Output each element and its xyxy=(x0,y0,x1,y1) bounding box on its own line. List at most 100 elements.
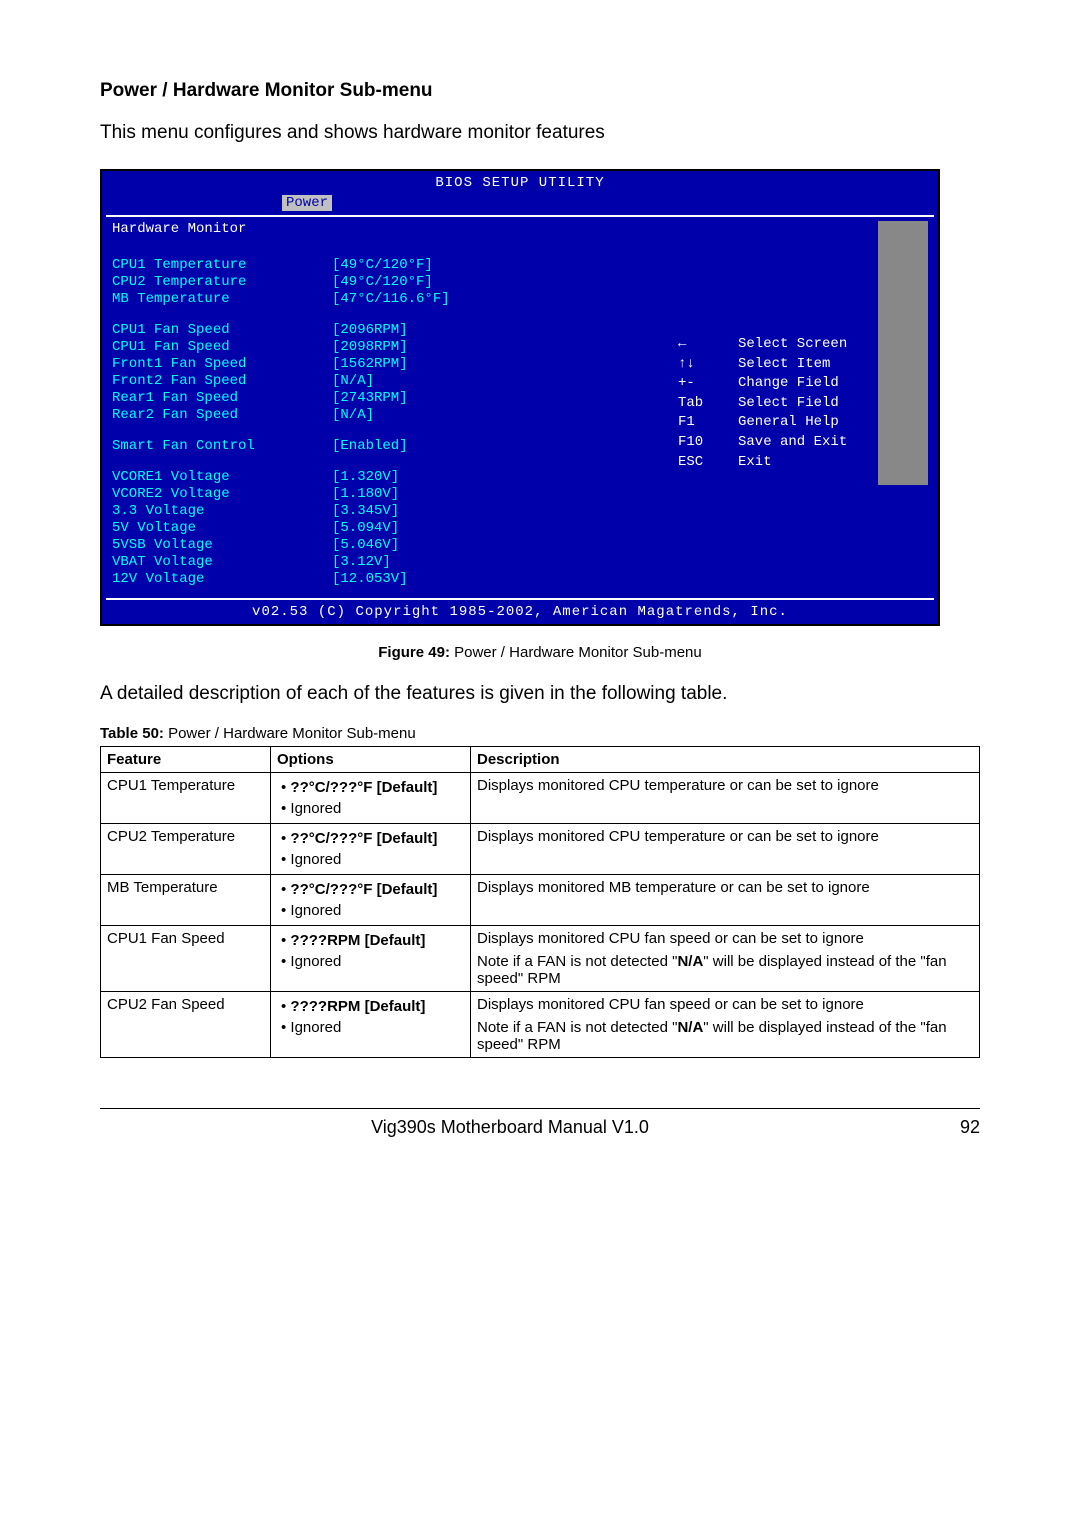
option-item: Ignored xyxy=(281,951,464,972)
footer-page: 92 xyxy=(920,1117,980,1138)
cell-options: ??°C/???°F [Default]Ignored xyxy=(271,824,471,875)
cell-options: ????RPM [Default]Ignored xyxy=(271,992,471,1058)
table-row: CPU1 Temperature??°C/???°F [Default]Igno… xyxy=(101,773,980,824)
bios-value: [N/A] xyxy=(332,373,374,389)
bios-value: [2096RPM] xyxy=(332,322,408,338)
bios-nav-text: Select Item xyxy=(738,355,830,375)
intro-text: This menu configures and shows hardware … xyxy=(100,122,980,144)
bios-tab-power: Power xyxy=(282,195,332,211)
bios-value: [3.12V] xyxy=(332,554,391,570)
cell-description: Displays monitored MB temperature or can… xyxy=(471,875,980,926)
bios-label: 5V Voltage xyxy=(112,520,332,536)
bios-row: 5V Voltage[5.094V] xyxy=(112,520,658,536)
bios-value: [47°C/116.6°F] xyxy=(332,291,450,307)
table-row: CPU1 Fan Speed????RPM [Default]IgnoredDi… xyxy=(101,926,980,992)
bios-row: VBAT Voltage[3.12V] xyxy=(112,554,658,570)
figure-caption-label: Figure 49: xyxy=(378,644,450,661)
table-caption: Table 50: Power / Hardware Monitor Sub-m… xyxy=(100,725,980,742)
bios-row: 12V Voltage[12.053V] xyxy=(112,571,658,587)
bios-value: [3.345V] xyxy=(332,503,399,519)
cell-description: Displays monitored CPU temperature or ca… xyxy=(471,773,980,824)
description-text: A detailed description of each of the fe… xyxy=(100,683,980,705)
bios-label: MB Temperature xyxy=(112,291,332,307)
bios-row: VCORE2 Voltage[1.180V] xyxy=(112,486,658,502)
bios-gray-block xyxy=(878,221,928,485)
bios-title: BIOS SETUP UTILITY xyxy=(102,171,938,195)
bios-label: 3.3 Voltage xyxy=(112,503,332,519)
cell-feature: CPU1 Fan Speed xyxy=(101,926,271,992)
bios-nav-text: Exit xyxy=(738,453,772,473)
bios-label: 5VSB Voltage xyxy=(112,537,332,553)
option-item: Ignored xyxy=(281,798,464,819)
bios-value: [N/A] xyxy=(332,407,374,423)
bios-row: Rear2 Fan Speed[N/A] xyxy=(112,407,658,423)
bios-label: 12V Voltage xyxy=(112,571,332,587)
bios-value: [49°C/120°F] xyxy=(332,274,433,290)
bios-value: [5.046V] xyxy=(332,537,399,553)
bios-value: [5.094V] xyxy=(332,520,399,536)
bios-nav-key: ← xyxy=(678,335,738,355)
bios-label: Front2 Fan Speed xyxy=(112,373,332,389)
bios-label: VCORE2 Voltage xyxy=(112,486,332,502)
figure-caption: Figure 49: Power / Hardware Monitor Sub-… xyxy=(100,644,980,661)
table-caption-label: Table 50: xyxy=(100,725,164,742)
option-item: ??°C/???°F [Default] xyxy=(281,879,464,900)
feature-table: Feature Options Description CPU1 Tempera… xyxy=(100,746,980,1058)
th-description: Description xyxy=(471,747,980,773)
bios-right-panel: ←Select Screen↑↓Select Item+-Change Fiel… xyxy=(668,221,928,588)
th-options: Options xyxy=(271,747,471,773)
bios-value: [Enabled] xyxy=(332,438,408,454)
section-title: Power / Hardware Monitor Sub-menu xyxy=(100,80,980,102)
cell-feature: MB Temperature xyxy=(101,875,271,926)
option-item: ????RPM [Default] xyxy=(281,996,464,1017)
table-row: MB Temperature??°C/???°F [Default]Ignore… xyxy=(101,875,980,926)
footer-title: Vig390s Motherboard Manual V1.0 xyxy=(100,1117,920,1138)
cell-options: ????RPM [Default]Ignored xyxy=(271,926,471,992)
bios-label: Rear2 Fan Speed xyxy=(112,407,332,423)
bios-row: VCORE1 Voltage[1.320V] xyxy=(112,469,658,485)
table-row: CPU2 Fan Speed????RPM [Default]IgnoredDi… xyxy=(101,992,980,1058)
bios-left-panel: Hardware Monitor CPU1 Temperature[49°C/1… xyxy=(112,221,668,588)
cell-feature: CPU1 Temperature xyxy=(101,773,271,824)
bios-label: Front1 Fan Speed xyxy=(112,356,332,372)
page-footer: Vig390s Motherboard Manual V1.0 92 xyxy=(100,1108,980,1138)
table-caption-text: Power / Hardware Monitor Sub-menu xyxy=(164,725,416,742)
bios-row: Smart Fan Control[Enabled] xyxy=(112,438,658,454)
bios-nav-text: Select Field xyxy=(738,394,839,414)
bios-label: Rear1 Fan Speed xyxy=(112,390,332,406)
bios-value: [2098RPM] xyxy=(332,339,408,355)
option-item: Ignored xyxy=(281,1017,464,1038)
bios-row: CPU1 Fan Speed[2098RPM] xyxy=(112,339,658,355)
th-feature: Feature xyxy=(101,747,271,773)
bios-value: [2743RPM] xyxy=(332,390,408,406)
bios-header: Hardware Monitor xyxy=(112,221,658,237)
bios-label: CPU1 Temperature xyxy=(112,257,332,273)
bios-nav-key: F10 xyxy=(678,433,738,453)
option-item: ??°C/???°F [Default] xyxy=(281,777,464,798)
bios-row: CPU1 Fan Speed[2096RPM] xyxy=(112,322,658,338)
bios-label: Smart Fan Control xyxy=(112,438,332,454)
cell-description: Displays monitored CPU fan speed or can … xyxy=(471,992,980,1058)
bios-label: VBAT Voltage xyxy=(112,554,332,570)
table-header-row: Feature Options Description xyxy=(101,747,980,773)
bios-row: CPU1 Temperature[49°C/120°F] xyxy=(112,257,658,273)
bios-nav-key: F1 xyxy=(678,413,738,433)
bios-row: Rear1 Fan Speed[2743RPM] xyxy=(112,390,658,406)
bios-row: Front2 Fan Speed[N/A] xyxy=(112,373,658,389)
bios-value: [1562RPM] xyxy=(332,356,408,372)
bios-label: CPU1 Fan Speed xyxy=(112,322,332,338)
figure-caption-text: Power / Hardware Monitor Sub-menu xyxy=(450,644,702,661)
bios-row: 3.3 Voltage[3.345V] xyxy=(112,503,658,519)
bios-value: [1.180V] xyxy=(332,486,399,502)
bios-nav-text: Save and Exit xyxy=(738,433,847,453)
bios-nav-key: ↑↓ xyxy=(678,355,738,375)
table-row: CPU2 Temperature??°C/???°F [Default]Igno… xyxy=(101,824,980,875)
cell-options: ??°C/???°F [Default]Ignored xyxy=(271,773,471,824)
option-item: Ignored xyxy=(281,900,464,921)
bios-value: [49°C/120°F] xyxy=(332,257,433,273)
cell-options: ??°C/???°F [Default]Ignored xyxy=(271,875,471,926)
bios-nav-text: Change Field xyxy=(738,374,839,394)
bios-nav-text: General Help xyxy=(738,413,839,433)
cell-description: Displays monitored CPU temperature or ca… xyxy=(471,824,980,875)
cell-description: Displays monitored CPU fan speed or can … xyxy=(471,926,980,992)
